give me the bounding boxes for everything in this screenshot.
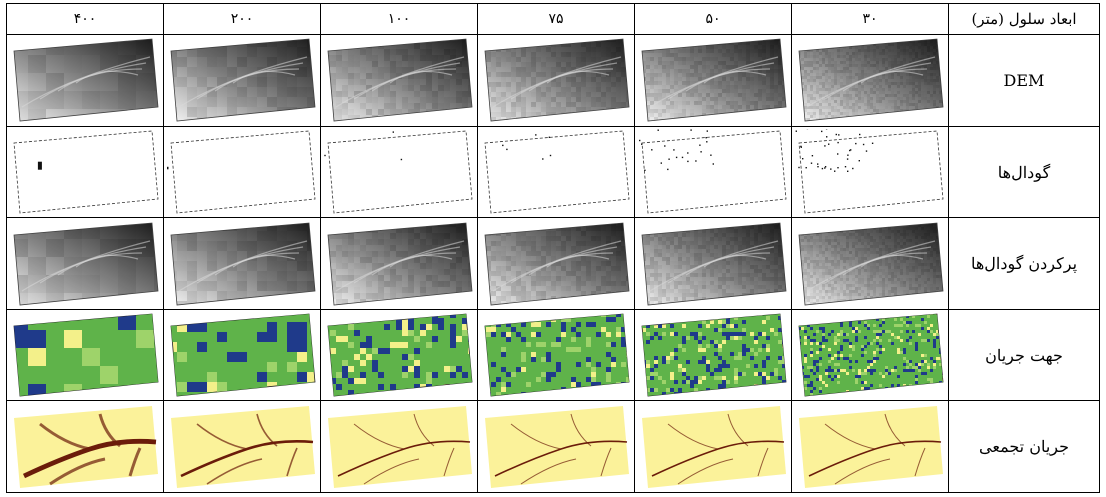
sinks-image-4	[163, 125, 321, 219]
column-header: ۷۵	[477, 2, 635, 36]
row-label: جریان تجمعی	[948, 400, 1100, 493]
column-header: ۱۰۰	[320, 2, 478, 36]
fill-image-2	[477, 217, 635, 310]
sinks-image-3	[320, 125, 478, 219]
dem-image-3	[320, 34, 478, 127]
flowdir-image-3	[320, 308, 478, 402]
fill-image-0	[791, 217, 949, 310]
row-label: پرکردن گودال‌ها	[948, 217, 1100, 310]
dem-image-4	[163, 34, 321, 127]
flowacc-image-3	[320, 400, 478, 493]
flowdir-image-4	[163, 308, 321, 402]
sinks-image-5	[6, 125, 164, 219]
flowacc-image-1	[634, 400, 792, 493]
fill-image-5	[6, 217, 164, 310]
table-row: گودال‌ها	[6, 125, 1100, 219]
flowacc-image-5	[6, 400, 164, 493]
dem-image-1	[634, 34, 792, 127]
sinks-image-1	[634, 125, 792, 219]
row-label: DEM	[948, 34, 1100, 127]
flowdir-image-0	[791, 308, 949, 402]
flowdir-image-5	[6, 308, 164, 402]
column-header: ۵۰	[634, 2, 792, 36]
flowacc-image-2	[477, 400, 635, 493]
dem-image-2	[477, 34, 635, 127]
row-label: گودال‌ها	[948, 125, 1100, 219]
table-row: جریان تجمعی	[6, 400, 1100, 493]
sinks-image-0	[791, 125, 949, 219]
corner-label: ابعاد سلول (متر)	[948, 2, 1100, 36]
fill-image-3	[320, 217, 478, 310]
table-row: DEM	[6, 34, 1100, 127]
fill-image-4	[163, 217, 321, 310]
table-row: جهت جریان	[6, 308, 1100, 402]
flowdir-image-2	[477, 308, 635, 402]
header-row: ۴۰۰ ۲۰۰ ۱۰۰ ۷۵ ۵۰ ۳۰ ابعاد سلول (متر)	[6, 2, 1100, 36]
flowacc-image-0	[791, 400, 949, 493]
fill-image-1	[634, 217, 792, 310]
sinks-image-2	[477, 125, 635, 219]
flowdir-image-1	[634, 308, 792, 402]
row-label: جهت جریان	[948, 308, 1100, 402]
column-header: ۲۰۰	[163, 2, 321, 36]
dem-image-5	[6, 34, 164, 127]
resolution-comparison-table: ۴۰۰ ۲۰۰ ۱۰۰ ۷۵ ۵۰ ۳۰ ابعاد سلول (متر) DEM گودال‌…	[6, 2, 1100, 493]
column-header: ۳۰	[791, 2, 949, 36]
flowacc-image-4	[163, 400, 321, 493]
dem-image-0	[791, 34, 949, 127]
column-header: ۴۰۰	[6, 2, 164, 36]
table-row: پرکردن گودال‌ها	[6, 217, 1100, 310]
